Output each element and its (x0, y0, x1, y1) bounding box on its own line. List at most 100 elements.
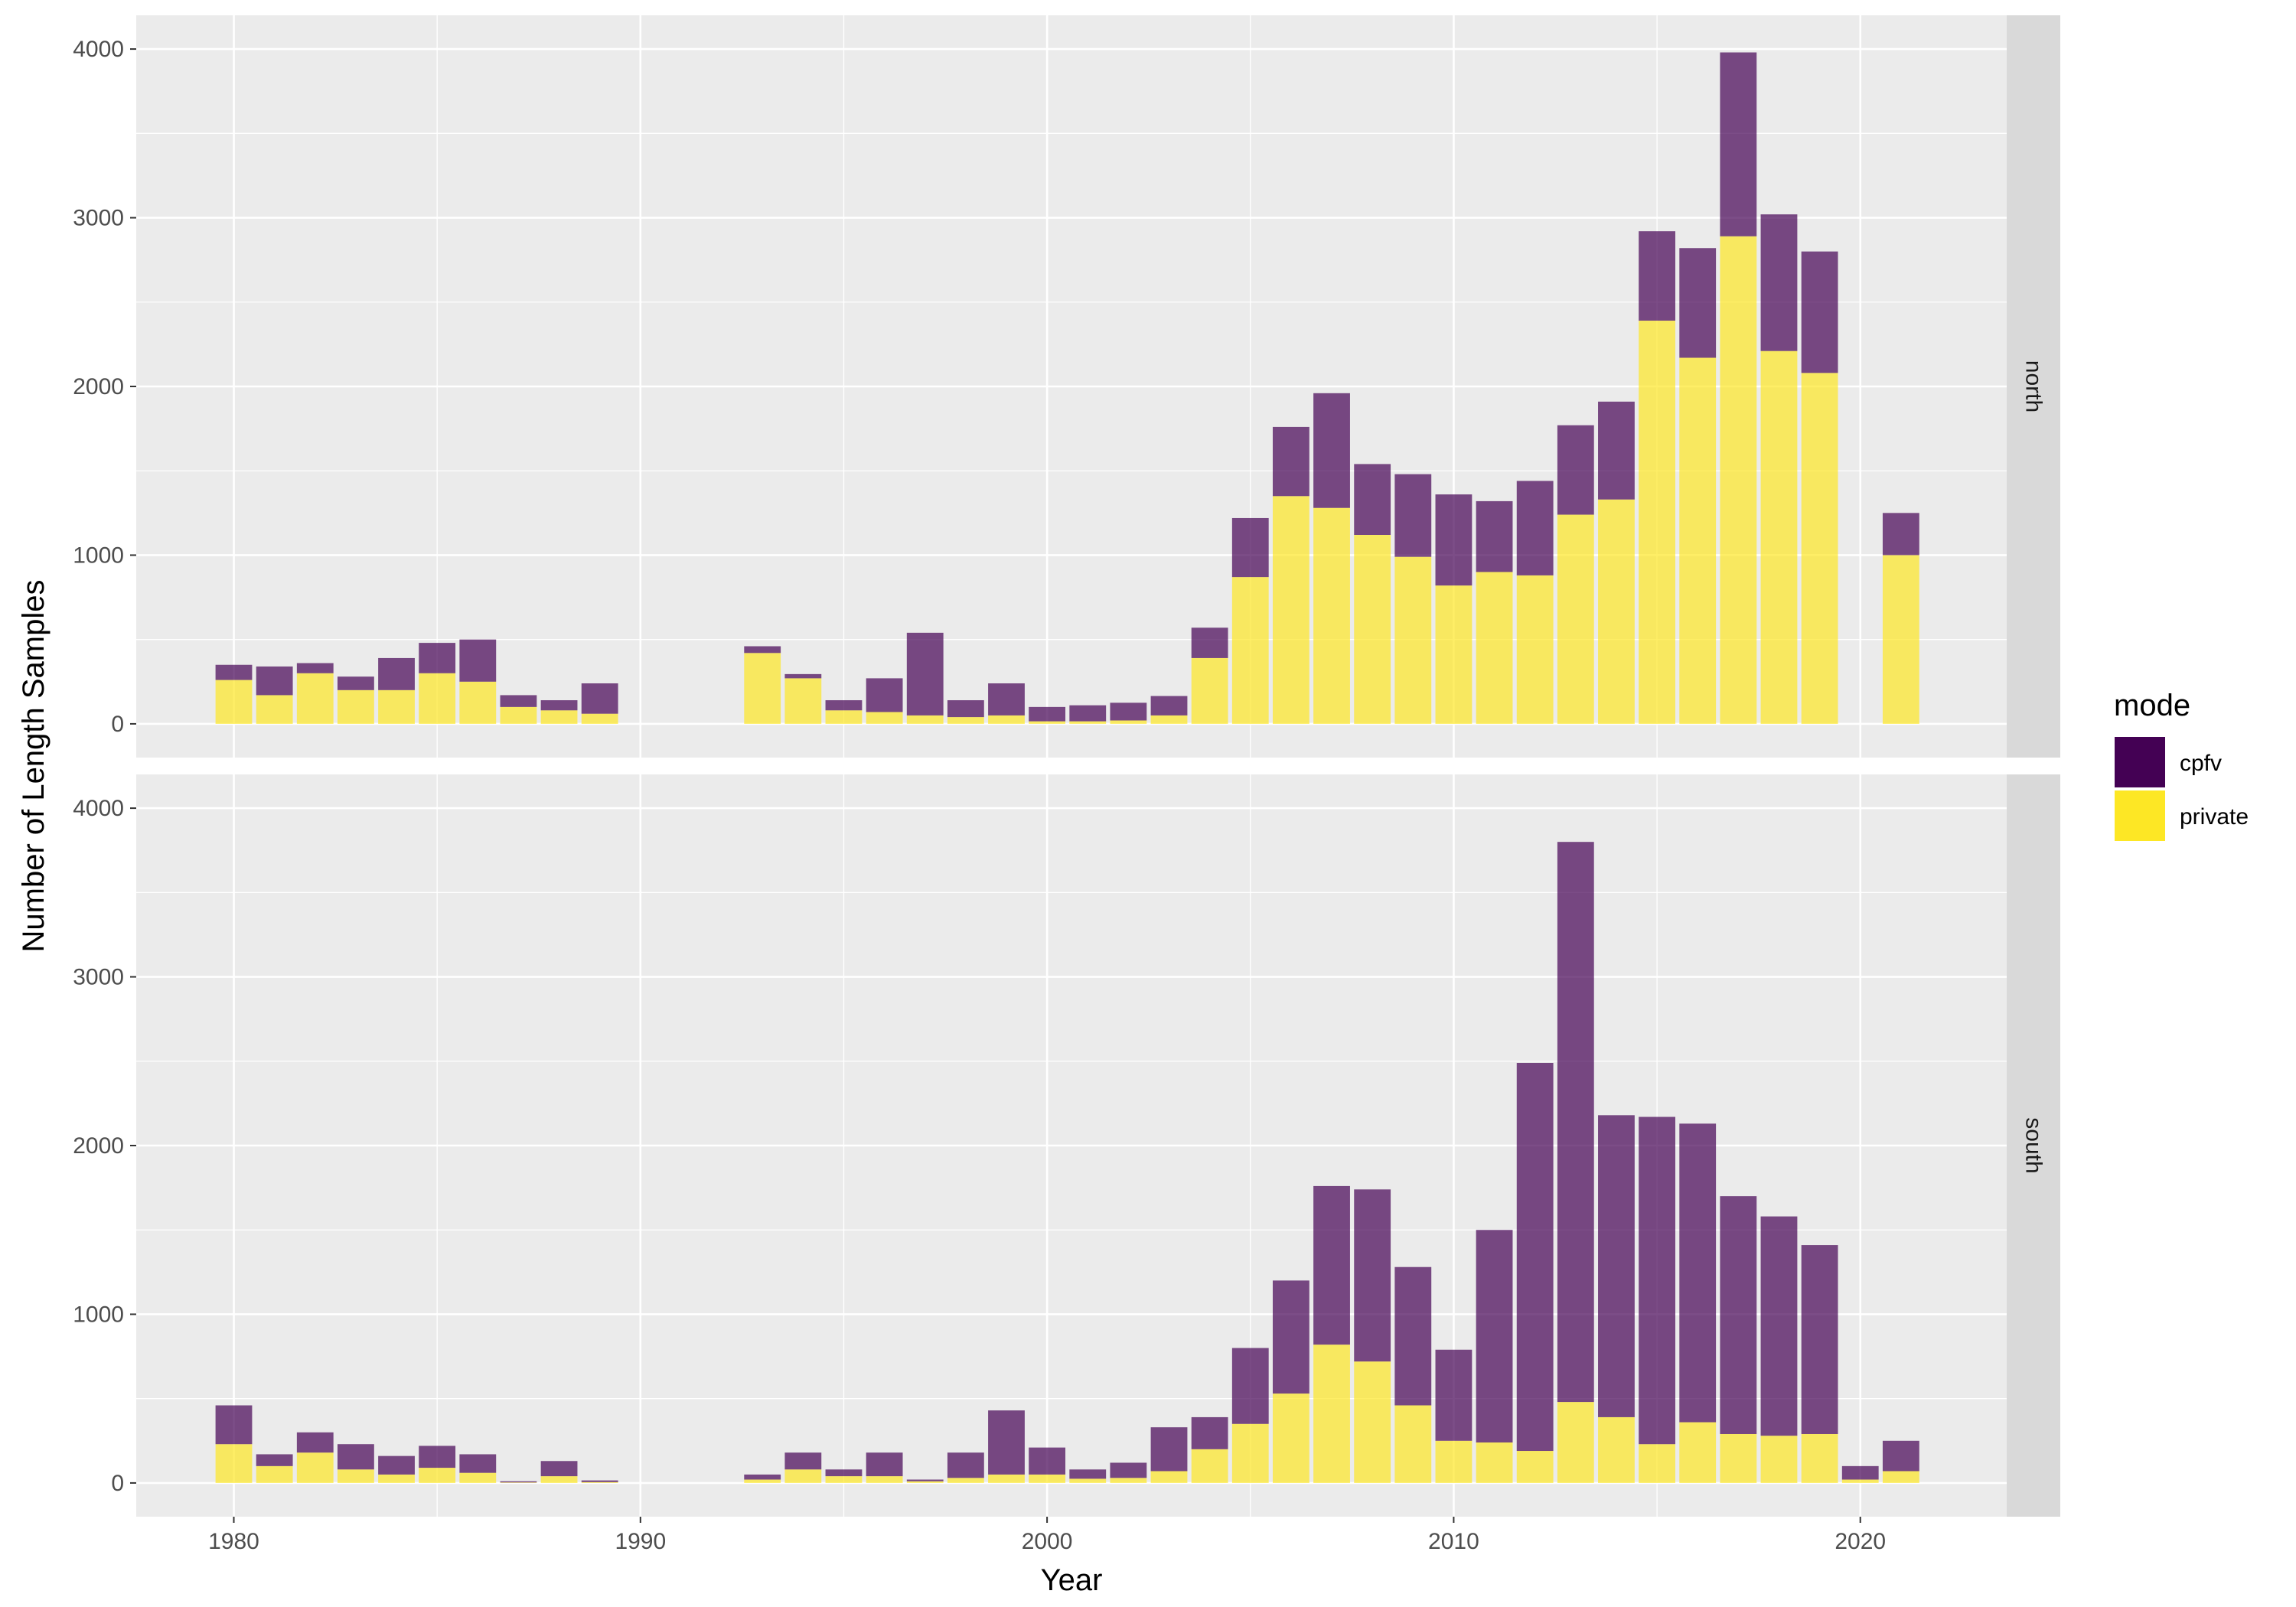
bar-cpfv-2002 (1110, 1462, 1147, 1478)
bar-cpfv-1984 (378, 1455, 415, 1475)
facet-strip (2007, 774, 2060, 1517)
bar-private-2015 (1639, 321, 1675, 724)
bar-private-2020 (1841, 1479, 1879, 1483)
legend: mode cpfv private (2113, 689, 2249, 843)
bar-cpfv-2009 (1394, 474, 1432, 557)
bar-private-1996 (866, 712, 903, 724)
bar-cpfv-2005 (1231, 517, 1269, 578)
bar-cpfv-1989 (581, 683, 618, 714)
bar-private-1999 (988, 1474, 1025, 1483)
bar-cpfv-2018 (1760, 214, 1798, 351)
legend-key-private (2113, 789, 2167, 843)
bar-cpfv-1994 (784, 673, 822, 679)
bar-cpfv-1985 (419, 1446, 456, 1468)
bar-cpfv-2005 (1231, 1348, 1269, 1424)
bar-cpfv-2014 (1598, 401, 1635, 500)
bar-private-1987 (500, 706, 537, 724)
bar-cpfv-1993 (744, 1474, 781, 1480)
bar-cpfv-1980 (215, 1405, 253, 1445)
bar-cpfv-1987 (500, 1481, 537, 1483)
bar-cpfv-2001 (1069, 1469, 1107, 1479)
legend-label-private: private (2180, 804, 2249, 830)
panels: 0 1000 2000 3000 4000 north 0 1000 2000 3000 4000 s… (73, 15, 2060, 1554)
bar-private-2016 (1679, 357, 1717, 724)
bar-private-2007 (1313, 507, 1350, 724)
bar-cpfv-2008 (1354, 1189, 1391, 1362)
bar-private-1987 (500, 1482, 537, 1483)
bar-private-1997 (906, 715, 944, 724)
bar-cpfv-2003 (1150, 696, 1188, 715)
bar-cpfv-2015 (1639, 1116, 1675, 1445)
bar-private-2012 (1516, 1451, 1554, 1483)
bar-cpfv-1993 (744, 646, 781, 654)
bar-cpfv-1999 (988, 683, 1025, 715)
bar-cpfv-2011 (1476, 1230, 1513, 1442)
bar-private-2014 (1598, 499, 1635, 724)
bar-private-1997 (906, 1481, 944, 1483)
y-tick-label: 3000 (73, 965, 124, 990)
bar-cpfv-2017 (1720, 1196, 1757, 1434)
bar-private-2010 (1435, 1440, 1473, 1483)
y-axis-label: Number of Length Samples (17, 580, 51, 953)
bar-private-2017 (1720, 1433, 1757, 1483)
bar-cpfv-1995 (825, 700, 863, 711)
bar-private-2017 (1720, 236, 1757, 724)
bar-cpfv-2001 (1069, 705, 1107, 722)
y-tick-label: 1000 (73, 1302, 124, 1327)
panel-north: 0 1000 2000 3000 4000 north (73, 15, 2060, 758)
bar-private-2005 (1231, 577, 1269, 724)
bar-cpfv-2006 (1272, 426, 1309, 497)
bar-private-2004 (1191, 1449, 1228, 1483)
bar-private-2006 (1272, 496, 1309, 724)
bar-private-2001 (1069, 721, 1107, 724)
bar-cpfv-2018 (1760, 1216, 1798, 1436)
bar-private-2018 (1760, 350, 1798, 724)
bar-cpfv-2014 (1598, 1115, 1635, 1417)
bar-private-2019 (1801, 373, 1838, 724)
bar-cpfv-2015 (1639, 231, 1675, 321)
bar-cpfv-1998 (947, 1452, 984, 1478)
bar-cpfv-2016 (1679, 1123, 1717, 1423)
bar-private-2000 (1029, 721, 1066, 724)
bar-private-1996 (866, 1476, 903, 1483)
bar-private-1984 (378, 1474, 415, 1483)
bar-cpfv-1983 (337, 1444, 374, 1470)
bar-private-2001 (1069, 1478, 1107, 1483)
y-tick-label: 4000 (73, 37, 124, 62)
bar-cpfv-2013 (1557, 425, 1594, 515)
bar-cpfv-1987 (500, 695, 537, 707)
bar-private-2003 (1150, 715, 1188, 724)
bar-private-2002 (1110, 1478, 1147, 1483)
bar-private-1984 (378, 689, 415, 724)
bar-private-2019 (1801, 1433, 1838, 1483)
bar-cpfv-2004 (1191, 1416, 1228, 1449)
bar-cpfv-1981 (256, 666, 293, 696)
legend-label-cpfv: cpfv (2180, 751, 2222, 776)
bar-cpfv-2017 (1720, 52, 1757, 236)
bar-cpfv-1983 (337, 676, 374, 690)
bar-cpfv-2007 (1313, 393, 1350, 508)
bar-private-2000 (1029, 1474, 1066, 1483)
bar-cpfv-2008 (1354, 464, 1391, 535)
bar-cpfv-1996 (866, 678, 903, 712)
bar-cpfv-2010 (1435, 494, 1473, 586)
bar-private-2013 (1557, 514, 1594, 724)
bar-private-1982 (296, 1452, 334, 1483)
bar-cpfv-2003 (1150, 1427, 1188, 1472)
x-tick-label: 1980 (208, 1529, 259, 1554)
bar-cpfv-1980 (215, 664, 253, 680)
bar-private-2013 (1557, 1402, 1594, 1483)
bar-private-2018 (1760, 1436, 1798, 1483)
bar-private-1989 (581, 1482, 618, 1483)
bar-cpfv-1996 (866, 1452, 903, 1477)
bar-private-1986 (459, 1472, 497, 1483)
bar-cpfv-1997 (906, 632, 944, 715)
bar-cpfv-1988 (540, 1461, 578, 1477)
bar-cpfv-1989 (581, 1480, 618, 1482)
y-tick-label: 0 (111, 1471, 124, 1496)
bar-cpfv-2020 (1841, 1465, 1879, 1480)
bar-private-2008 (1354, 1361, 1391, 1483)
bar-private-1988 (540, 1476, 578, 1483)
facet-strip-label: north (2021, 360, 2047, 412)
